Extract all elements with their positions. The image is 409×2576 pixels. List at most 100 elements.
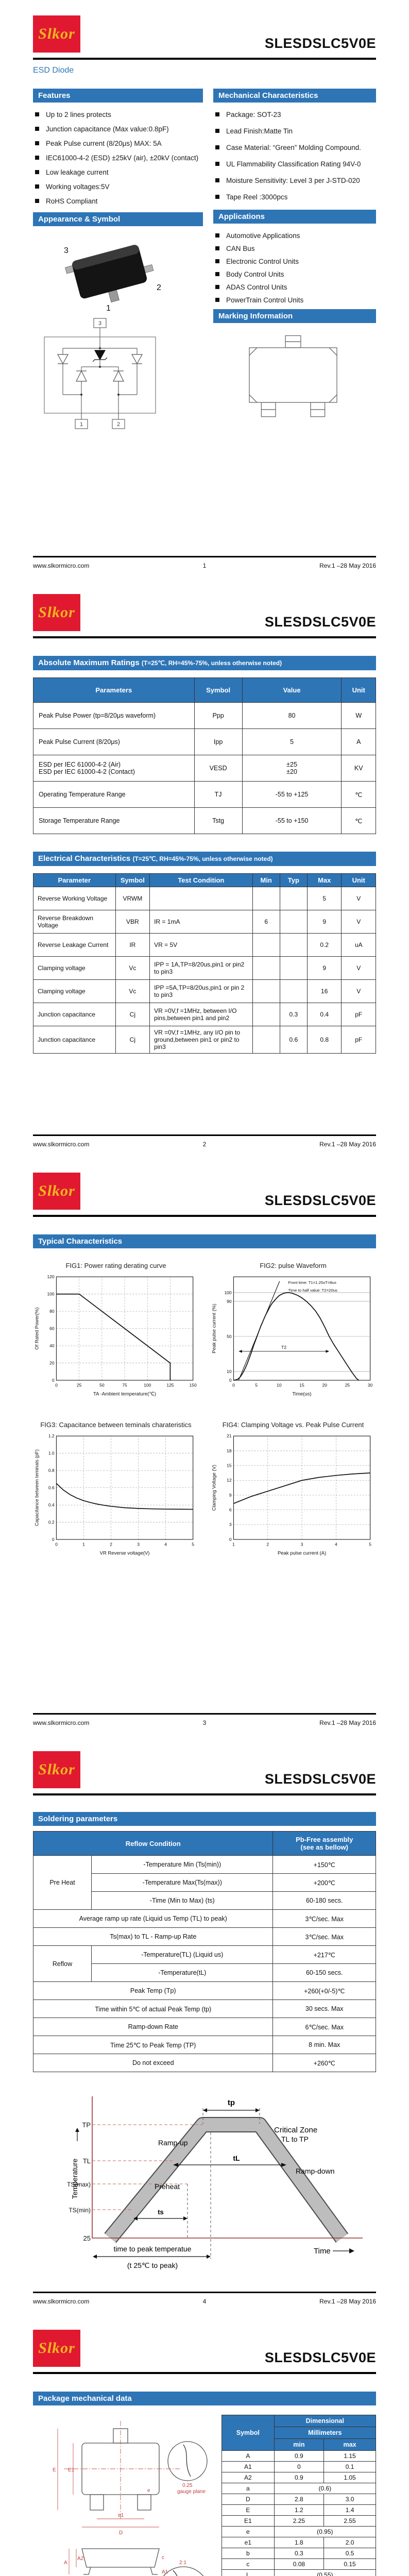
footer-revision: Rev.1 –28 May 2016 — [319, 2298, 376, 2305]
svg-text:80: 80 — [49, 1309, 55, 1314]
svg-text:15: 15 — [227, 1463, 232, 1468]
fig2-pulse-waveform-plot: 0 5 10 15 20 25 30 0 10 50 90 100 Time(us) Peak pulse… — [211, 1276, 373, 1397]
svg-text:Clamping Voltage (V): Clamping Voltage (V) — [211, 1465, 217, 1511]
package-dimension-drawing: E1 E D e1 e A A2 A1 c 0.25 gauge plane 2… — [53, 2421, 208, 2576]
footer-site: www.slkormicro.com — [33, 1141, 90, 1148]
table-row: e1 1.8 2.0 — [221, 2537, 376, 2548]
symbol-pin2-label: 2 — [117, 421, 120, 428]
svg-text:25: 25 — [77, 1382, 82, 1387]
profile-ramp-up-label: Ramp-up — [158, 2139, 188, 2147]
svg-text:TA -Ambient temperature(℃): TA -Ambient temperature(℃) — [93, 1391, 156, 1397]
svg-text:Capacitance between teminals (: Capacitance between teminals (pF) — [34, 1449, 40, 1526]
figure-2-title: FIG2: pulse Waveform — [260, 1262, 327, 1269]
section-banner-typical-characteristics: Typical Characteristics — [33, 1234, 376, 1248]
svg-text:90: 90 — [227, 1299, 232, 1304]
table-row: Clamping voltage Vc IPP =5A,TP=8/20us,pin… — [33, 979, 376, 1003]
symbol-pin1-label: 1 — [80, 421, 83, 428]
svg-text:2: 2 — [266, 1541, 269, 1547]
svg-text:10: 10 — [227, 1369, 232, 1374]
table-row: Clamping voltage Vc IPP = 1A,TP=8/20us,pi… — [33, 956, 376, 980]
brand-logo-text: Slkor — [38, 2340, 75, 2357]
footer-rule — [33, 1713, 376, 1715]
part-number-title: SLESDSLC5V0E — [264, 36, 376, 51]
table-header-row: Millimeters — [222, 2427, 377, 2439]
table-row: Peak Pulse Power (tp=8/20μs waveform) Ppp… — [33, 702, 376, 729]
list-item: Body Control Units — [215, 270, 376, 278]
svg-text:Peak pulse current (%): Peak pulse current (%) — [211, 1304, 217, 1353]
svg-text:40: 40 — [49, 1343, 55, 1348]
svg-text:150: 150 — [190, 1382, 197, 1387]
table-row: E 1.2 1.4 — [221, 2504, 376, 2516]
page-footer: www.slkormicro.com 3 Rev.1 –28 May 2016 — [33, 1713, 376, 1726]
svg-text:T2: T2 — [281, 1345, 286, 1350]
reflow-profile-diagram: tp tL ts TP TL TS(max) TS(min) 25 Ramp-u… — [67, 2096, 363, 2269]
svg-text:120: 120 — [47, 1274, 54, 1279]
table-row: Reverse Breakdown Voltage VBR IR = 1mA 6 9… — [33, 910, 376, 934]
svg-text:VR Reverse voltage(V): VR Reverse voltage(V) — [100, 1550, 150, 1556]
part-number-title: SLESDSLC5V0E — [264, 1771, 376, 1787]
section-banner-appearance-symbol: Appearance & Symbol — [33, 212, 203, 226]
table-row: A1 0 0.1 — [221, 2461, 376, 2472]
svg-text:21: 21 — [227, 1433, 232, 1438]
brand-logo: Slkor — [33, 2330, 80, 2367]
section-banner-package-mechanical: Package mechanical data — [33, 2392, 376, 2405]
svg-text:0: 0 — [52, 1537, 55, 1542]
profile-TP-label: TP — [82, 2121, 91, 2129]
bullet-square-icon — [215, 233, 219, 238]
svg-text:3: 3 — [301, 1541, 303, 1547]
table-row: -Temperature Max(Ts(max)) +200℃ — [33, 1873, 376, 1892]
svg-text:0: 0 — [55, 1382, 58, 1387]
svg-text:12: 12 — [227, 1478, 232, 1483]
part-number-title: SLESDSLC5V0E — [264, 2350, 376, 2365]
svg-text:50: 50 — [99, 1382, 105, 1387]
table-row: Pre Heat -Temperature Min (Ts(min)) +150℃ — [32, 1855, 376, 1910]
pin3-label: 3 — [64, 246, 69, 255]
brand-logo: Slkor — [33, 1751, 80, 1788]
symbol-schematic: 3 1 2 — [44, 318, 156, 429]
svg-text:5: 5 — [255, 1382, 258, 1387]
footer-site: www.slkormicro.com — [33, 1719, 90, 1726]
bullet-square-icon — [215, 195, 219, 199]
list-item: Package: SOT-23 — [215, 111, 376, 118]
page-1: Slkor SLESDSLC5V0E ESD Diode Features Up… — [0, 0, 409, 579]
svg-text:20: 20 — [49, 1360, 55, 1365]
list-item: Junction capacitance (Max value:0.8pF) — [35, 125, 203, 133]
list-item: Electronic Control Units — [215, 258, 376, 265]
table-row: c 0.08 0.15 — [221, 2558, 376, 2570]
table-row: b 0.3 0.5 — [221, 2548, 376, 2559]
figure-1-title: FIG1: Power rating derating curve — [65, 1262, 166, 1269]
page-footer: www.slkormicro.com 1 Rev.1 –28 May 2016 — [33, 556, 376, 569]
profile-Tsmin-label: TS(min) — [69, 2207, 91, 2214]
table-row: Operating Temperature Range TJ -55 to +12… — [33, 781, 376, 808]
table-row: Average ramp up rate (Liquid us Temp (TL… — [32, 1909, 376, 1928]
table-row: A2 0.9 1.05 — [221, 2472, 376, 2483]
table-row: A 0.9 1.15 — [221, 2450, 376, 2462]
profile-ts-label: ts — [158, 2208, 164, 2216]
part-number-title: SLESDSLC5V0E — [264, 614, 376, 630]
bullet-square-icon — [35, 141, 39, 145]
brand-logo: Slkor — [33, 1173, 80, 1210]
svg-text:30: 30 — [368, 1382, 373, 1387]
page-2: Slkor SLESDSLC5V0E Absolute Maximum Rati… — [0, 579, 409, 1157]
svg-text:20: 20 — [322, 1382, 328, 1387]
table-row: -Time (Min to Max) (ts) 60-180 secs. — [33, 1891, 376, 1910]
table-row: Do not exceed +260℃ — [32, 2054, 376, 2072]
page-3: Slkor SLESDSLC5V0E Typical Characteristi… — [0, 1157, 409, 1736]
figure-2: FIG2: pulse Waveform 0 5 10 15 20 25 30 0 10 50 90… — [210, 1256, 376, 1399]
section-banner-features: Features — [33, 89, 203, 103]
table-row: ESD per IEC 61000-4-2 (Air) ESD per IEC 6… — [33, 755, 376, 782]
brand-logo-text: Slkor — [38, 604, 75, 621]
abs-max-conditions: (T=25℃, RH=45%-75%, unless otherwise not… — [141, 659, 282, 667]
footer-site: www.slkormicro.com — [33, 2298, 90, 2305]
page-header: Slkor SLESDSLC5V0E — [33, 0, 376, 53]
list-item: PowerTrain Control Units — [215, 296, 376, 304]
bullet-square-icon — [215, 259, 219, 263]
header-rule — [33, 2372, 376, 2374]
table-header-row: Parameters Symbol Value Unit — [33, 677, 376, 703]
bullet-square-icon — [215, 162, 219, 166]
footer-rule — [33, 556, 376, 557]
table-row: Peak Temp (Tp) +260(+0/-5)℃ — [32, 1981, 376, 2000]
